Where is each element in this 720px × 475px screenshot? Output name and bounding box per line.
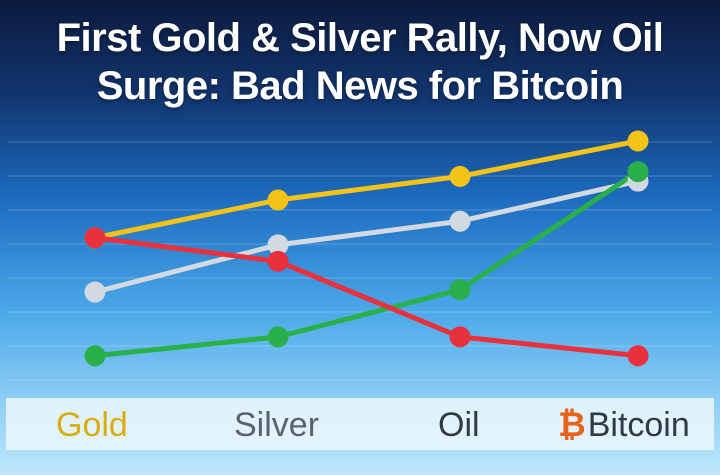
series-lines (92, 138, 641, 359)
gold-data-point (627, 130, 649, 152)
silver-data-point (449, 210, 471, 232)
legend-gold: Gold (56, 406, 128, 444)
bitcoin-data-point (627, 345, 649, 367)
silver-series-line (92, 178, 641, 295)
silver-data-point (84, 281, 106, 303)
legend-bitcoin: ₿Bitcoin (558, 405, 690, 445)
legend-oil: Oil (438, 406, 480, 444)
bitcoin-data-point (449, 326, 471, 348)
bitcoin-data-point (84, 227, 106, 249)
headline-line-2: Surge: Bad News for Bitcoin (96, 64, 624, 108)
legend-silver: Silver (234, 406, 320, 444)
gold-data-point (449, 165, 471, 187)
series-points (84, 130, 649, 367)
gold-series-line (92, 138, 641, 241)
legend-bar (6, 398, 714, 450)
gridlines (8, 141, 712, 381)
oil-data-point (84, 345, 106, 367)
oil-data-point (267, 326, 289, 348)
headline: First Gold & Silver Rally, Now Oil Surge… (0, 14, 720, 110)
headline-line-1: First Gold & Silver Rally, Now Oil (56, 16, 664, 60)
oil-series-line (92, 169, 641, 359)
bitcoin-data-point (267, 250, 289, 272)
legend-bitcoin-label: Bitcoin (587, 406, 690, 444)
silver-data-point (267, 234, 289, 256)
oil-data-point (449, 279, 471, 301)
bitcoin-icon: ₿ (558, 406, 586, 444)
bitcoin-series-line (92, 235, 641, 359)
gold-data-point (267, 189, 289, 211)
oil-data-point (627, 161, 649, 183)
